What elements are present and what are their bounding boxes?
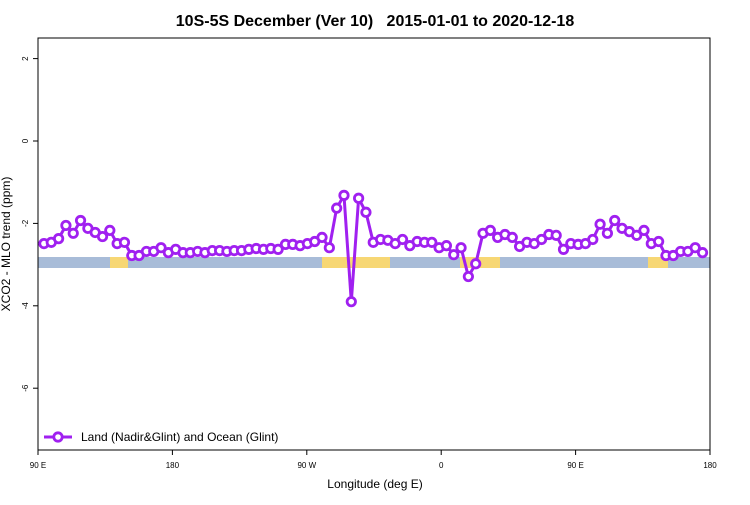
point — [631, 229, 643, 241]
land-band — [322, 257, 390, 268]
point — [331, 202, 343, 214]
legend-label: Land (Nadir&Glint) and Ocean (Glint) — [81, 430, 278, 444]
x-tick-label: 90 E — [30, 461, 46, 470]
x-tick-label: 180 — [166, 461, 180, 470]
point — [696, 247, 709, 259]
point — [353, 192, 365, 204]
point — [74, 214, 87, 227]
point — [155, 242, 167, 254]
y-tick-label: -4 — [21, 302, 30, 310]
x-tick-label: 180 — [703, 461, 717, 470]
y-tick-label: 0 — [21, 138, 30, 143]
land-band — [648, 257, 668, 268]
point — [396, 233, 409, 246]
point — [594, 218, 606, 230]
point — [360, 206, 372, 218]
point — [53, 233, 65, 245]
point — [506, 231, 518, 244]
point — [345, 296, 357, 308]
point — [323, 242, 335, 254]
y-tick-label: -2 — [21, 219, 30, 227]
x-tick-label: 90 E — [567, 461, 583, 470]
x-axis-label: Longitude (deg E) — [327, 477, 422, 491]
y-axis-label: XCO2 - MLO trend (ppm) — [0, 177, 13, 312]
y-tick-label: 2 — [21, 56, 30, 61]
point — [440, 240, 453, 252]
y-tick-label: -6 — [21, 384, 30, 392]
point — [272, 243, 284, 255]
point — [535, 233, 548, 246]
point — [455, 242, 467, 254]
legend-entry: Land (Nadir&Glint) and Ocean (Glint) — [44, 430, 278, 444]
point — [60, 219, 72, 232]
point — [338, 189, 350, 201]
point — [426, 236, 438, 248]
point — [484, 224, 496, 237]
point — [96, 230, 109, 243]
point — [609, 214, 621, 227]
point — [448, 249, 460, 261]
point — [118, 236, 131, 248]
x-tick-label: 0 — [439, 461, 444, 470]
x-tick-label: 90 W — [297, 461, 316, 470]
land-band — [110, 257, 128, 268]
plot-frame — [37, 37, 711, 451]
point — [653, 235, 665, 248]
point — [462, 270, 474, 283]
point — [601, 227, 614, 239]
point — [557, 243, 570, 255]
point — [550, 229, 562, 241]
legend-marker — [52, 431, 64, 443]
point — [470, 258, 482, 270]
chart-title: 10S-5S December (Ver 10) 2015-01-01 to 2… — [176, 13, 575, 30]
point — [587, 233, 599, 246]
point — [689, 242, 701, 254]
point — [638, 224, 650, 237]
series — [38, 189, 709, 308]
point — [104, 224, 116, 237]
point — [316, 231, 328, 244]
point — [67, 227, 79, 239]
